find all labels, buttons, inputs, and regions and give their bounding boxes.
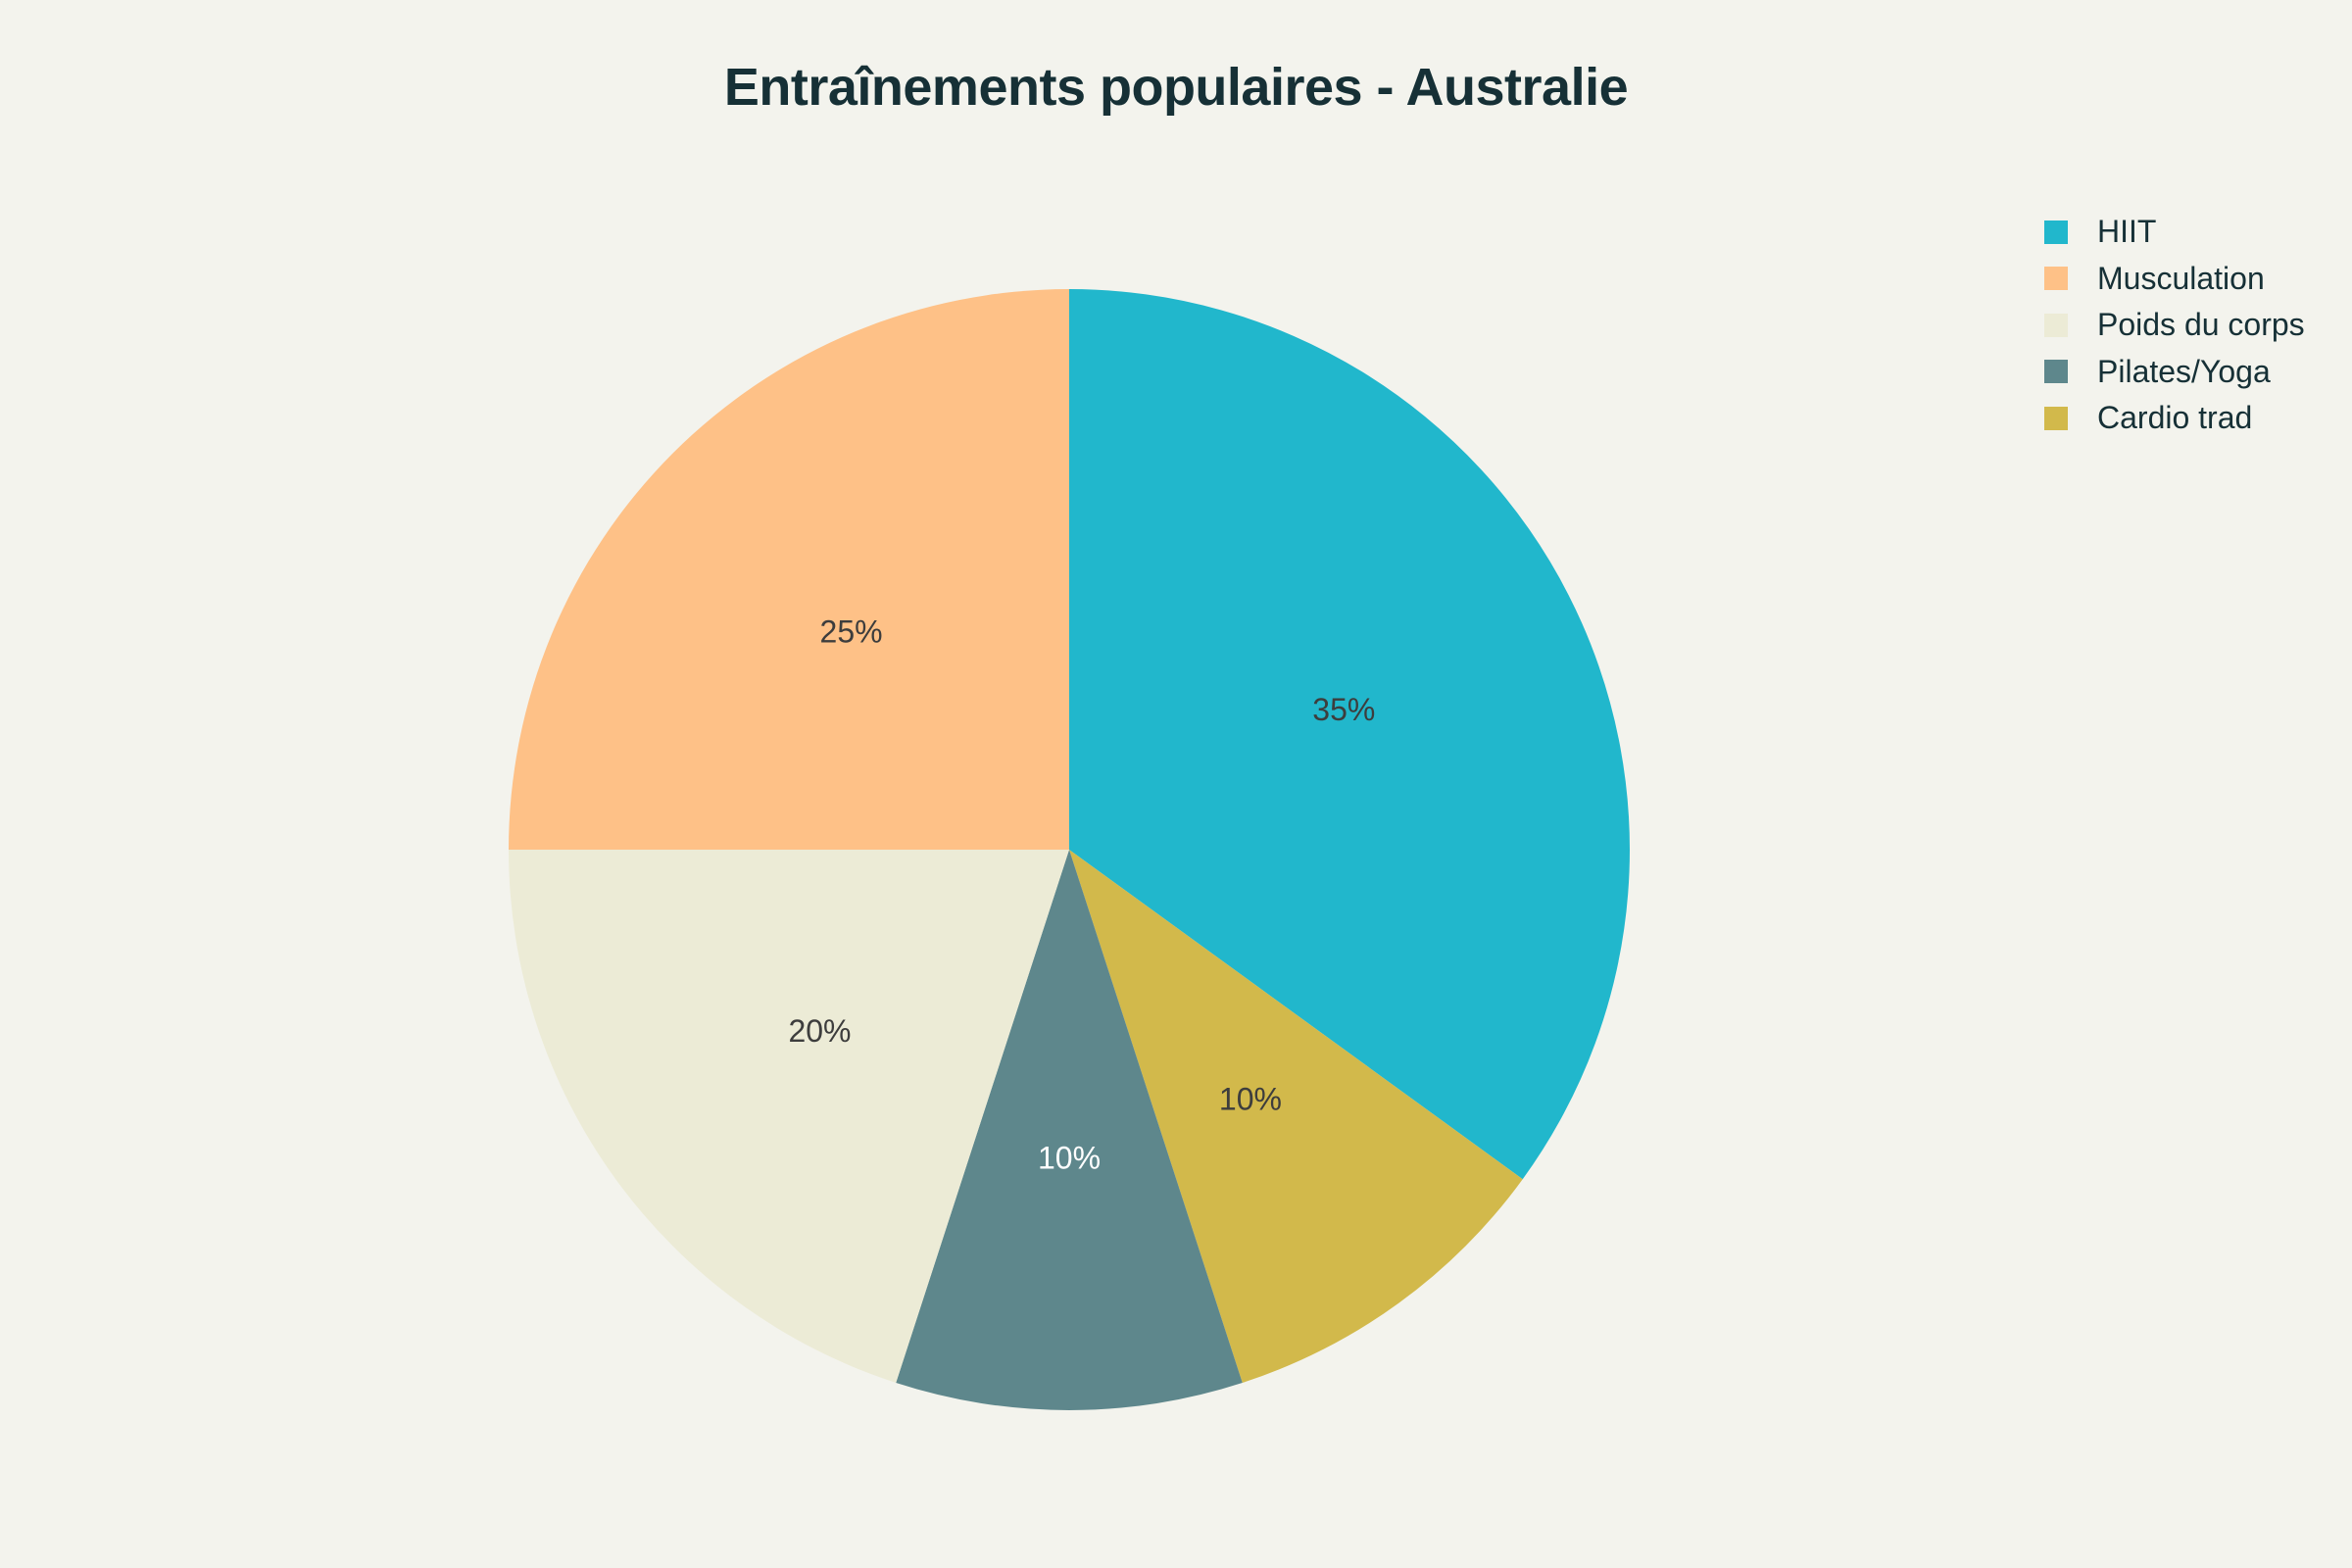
legend-swatch [2044,406,2068,430]
pie-label-cardio-trad: 10% [1219,1082,1282,1117]
legend-swatch [2044,360,2068,384]
pie-label-poids-du-corps: 20% [788,1013,851,1049]
pie-slice-poids-du-corps [509,850,1069,1384]
pie-label-musculation: 25% [820,614,883,650]
legend-label: HIIT [2097,214,2157,250]
legend-swatch [2044,313,2068,337]
legend-swatch [2044,220,2068,244]
legend-item[interactable]: Pilates/Yoga [2044,349,2305,396]
chart-title: Entraînements populaires - Australie [723,58,1629,117]
legend-label: Cardio trad [2097,400,2253,436]
pie-slice-musculation [509,289,1069,850]
legend-item[interactable]: HIIT [2044,209,2305,256]
pie-slice-hiit [1069,289,1630,1180]
pie-slice-cardio-trad [1069,850,1523,1384]
legend-swatch [2044,267,2068,291]
legend-label: Poids du corps [2097,307,2305,343]
pie-slice-pilates-yoga [896,850,1243,1410]
legend-item[interactable]: Poids du corps [2044,302,2305,349]
chart-legend: HIIT Musculation Poids du corps Pilates/Yog… [2044,209,2305,442]
pie-label-hiit: 35% [1312,692,1375,727]
legend-label: Pilates/Yoga [2097,353,2271,389]
legend-item[interactable]: Musculation [2044,256,2305,303]
pie-label-pilates-yoga: 10% [1038,1141,1101,1176]
legend-item[interactable]: Cardio trad [2044,395,2305,442]
legend-label: Musculation [2097,260,2265,296]
